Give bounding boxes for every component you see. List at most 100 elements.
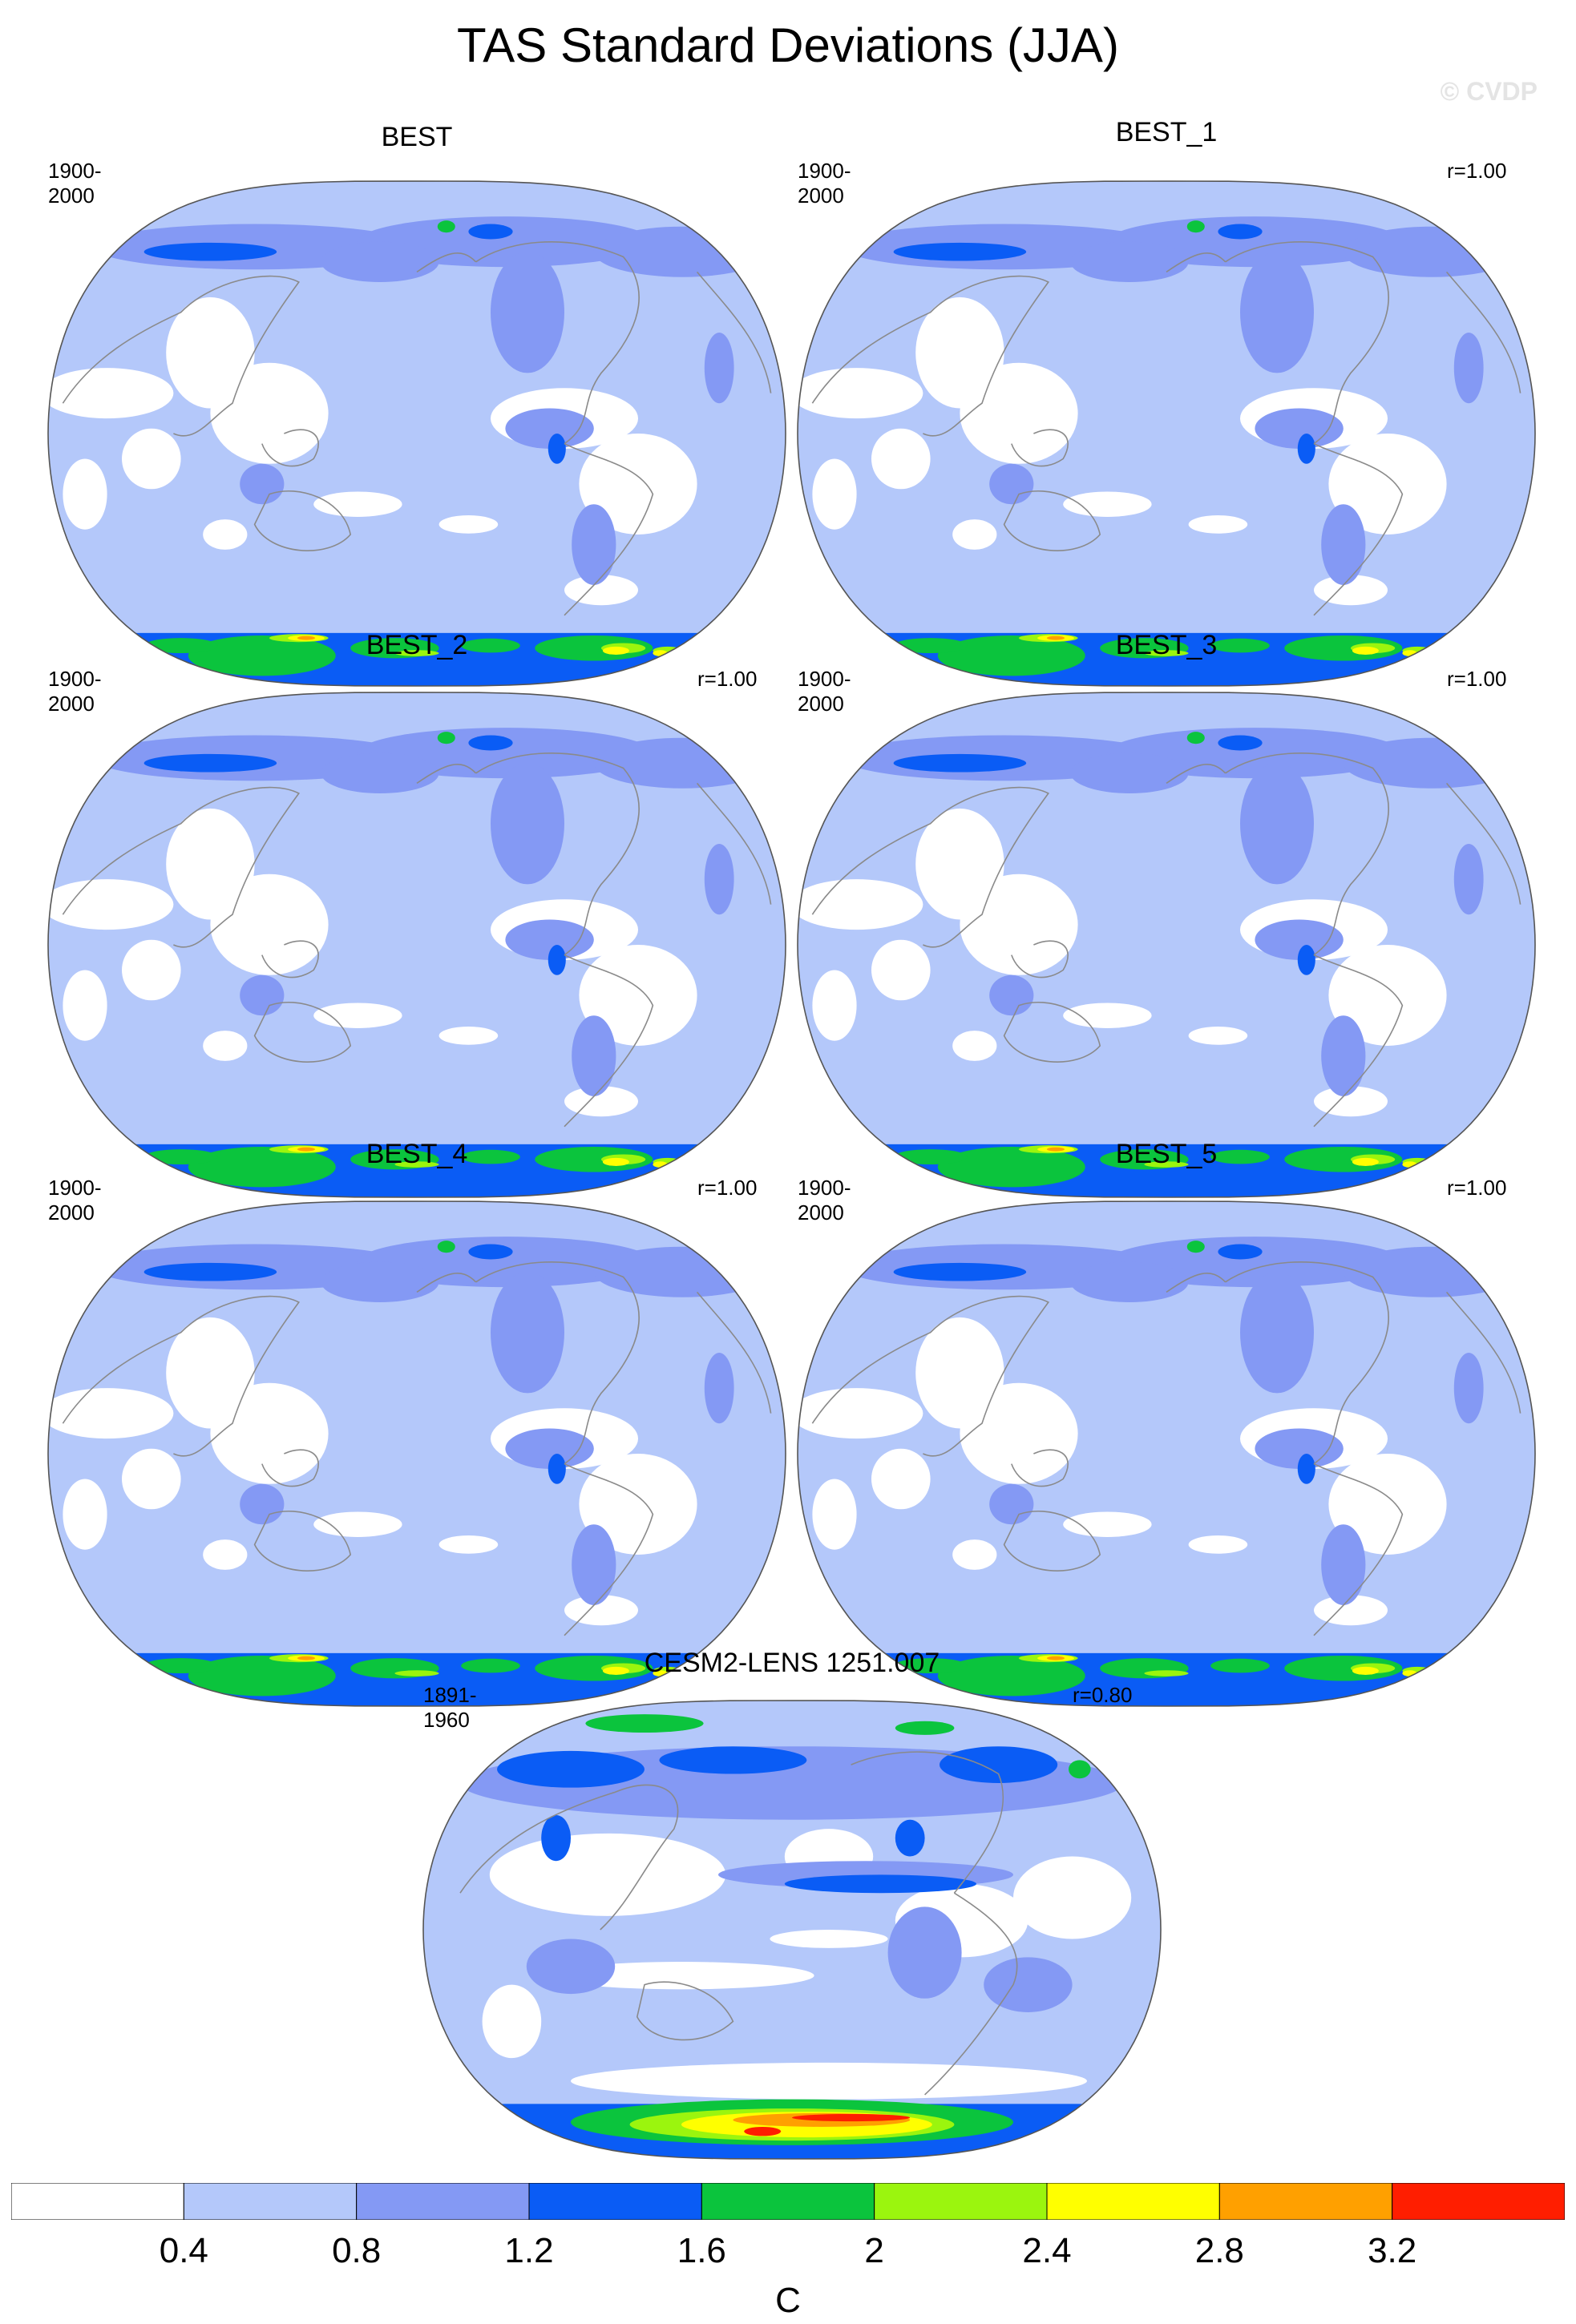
colorbar-tick-label: 2: [864, 2231, 884, 2270]
moderate-variability-region: [989, 463, 1034, 505]
antarctic-high-variability: [1210, 1149, 1270, 1164]
low-variability-region: [122, 939, 181, 1001]
colorbar-swatch: [874, 2183, 1048, 2220]
coastline: [1225, 752, 1389, 956]
colorbar-swatch: [1218, 2183, 1393, 2220]
antarctic-high-variability: [461, 1149, 520, 1164]
high-variability-region: [585, 1714, 704, 1733]
antarctic-high-variability: [297, 1147, 316, 1152]
antarctic-high-variability: [602, 646, 629, 655]
low-variability-region: [1063, 1003, 1152, 1028]
antarctic-high-variability: [188, 1147, 336, 1188]
low-variability-region: [812, 458, 857, 530]
antarctic-high-variability: [535, 1147, 653, 1172]
correlation-label: r=1.00: [697, 667, 758, 691]
antarctic-high-variability: [744, 2126, 782, 2136]
coastline: [261, 1449, 319, 1487]
low-variability-region: [812, 1479, 857, 1550]
coastline: [253, 1511, 352, 1572]
low-variability-region: [48, 368, 174, 419]
coastline: [416, 1273, 477, 1293]
moderate-variability-region: [1321, 504, 1366, 585]
coastline: [1166, 1273, 1226, 1293]
coastline: [253, 1002, 352, 1063]
moderate-variability-region: [593, 737, 771, 789]
low-variability-region: [1314, 1595, 1388, 1626]
high-variability-region: [1186, 732, 1205, 744]
low-variability-region: [1314, 575, 1388, 606]
colorbar-swatch: [701, 2183, 875, 2220]
low-variability-region: [122, 428, 181, 490]
moderate-variability-region: [1321, 1524, 1366, 1605]
moderate-variability-region: [491, 252, 564, 373]
moderate-variability-region: [1343, 1246, 1521, 1297]
low-variability-region: [438, 515, 499, 534]
coastline: [1011, 940, 1069, 978]
low-variability-region: [770, 1930, 888, 1948]
period-label: 1900-2000: [798, 1176, 851, 1225]
antarctic-high-variability: [143, 1658, 218, 1674]
colorbar-tick-label: 0.8: [332, 2231, 382, 2270]
antarctic-high-variability: [937, 1147, 1085, 1188]
high-variability-region: [468, 1244, 513, 1260]
low-variability-region: [122, 1448, 181, 1510]
moderate-variability-region: [984, 1957, 1073, 2012]
antarctic-high-variability: [461, 638, 520, 653]
antarctic-high-variability: [1352, 646, 1379, 655]
coastline: [1166, 764, 1226, 785]
coastline: [475, 752, 640, 956]
low-variability-region: [960, 874, 1078, 975]
antarctic-high-variability: [461, 1658, 520, 1673]
moderate-variability-region: [321, 1261, 439, 1302]
coastline: [1003, 1511, 1101, 1572]
low-variability-region: [63, 1479, 107, 1550]
moderate-variability-region: [1070, 752, 1189, 793]
low-variability-region: [564, 575, 638, 606]
low-variability-region: [203, 1539, 248, 1570]
low-variability-region: [1328, 1454, 1447, 1555]
antarctic-high-variability: [893, 1149, 968, 1165]
coastline: [1225, 241, 1389, 445]
moderate-variability-region: [704, 333, 734, 404]
tas-stddev-map: [797, 1200, 1536, 1707]
low-variability-region: [952, 1031, 997, 1061]
coastline: [564, 1463, 654, 1636]
high-variability-region: [1186, 220, 1205, 233]
coastline: [1445, 782, 1521, 905]
high-variability-region: [437, 220, 455, 233]
coastline: [851, 1751, 1004, 1894]
map-outline: [797, 1200, 1536, 1707]
low-variability-region: [1188, 1027, 1248, 1045]
low-variability-region: [438, 1027, 499, 1045]
colorbar-tick-label: 2.8: [1194, 2231, 1244, 2270]
period-label: 1900-2000: [798, 159, 851, 208]
high-variability-region: [548, 1454, 566, 1484]
high-variability-region: [468, 224, 513, 240]
coastline: [261, 429, 319, 467]
moderate-variability-region: [572, 1015, 616, 1096]
low-variability-region: [579, 434, 697, 535]
high-variability-region: [437, 732, 455, 744]
antarctic-high-variability: [297, 1656, 316, 1660]
moderate-variability-region: [526, 1939, 616, 1995]
low-variability-region: [798, 368, 923, 419]
panel-title: BEST: [381, 122, 453, 152]
coastline: [811, 275, 1049, 437]
coastline: [1166, 252, 1226, 273]
antarctic-high-variability: [394, 650, 439, 656]
high-variability-region: [143, 1262, 277, 1281]
low-variability-region: [871, 428, 931, 490]
tas-stddev-map: [797, 180, 1536, 687]
moderate-variability-region: [1070, 241, 1189, 282]
tas-stddev-map: [47, 692, 786, 1198]
high-variability-region: [893, 753, 1027, 773]
moderate-variability-region: [593, 226, 771, 277]
moderate-variability-region: [1453, 1353, 1484, 1424]
coastline: [1445, 271, 1521, 393]
moderate-variability-region: [1070, 1261, 1189, 1302]
coastline: [1003, 490, 1101, 551]
coastline: [696, 271, 772, 393]
high-variability-region: [1218, 735, 1263, 751]
high-variability-region: [659, 1746, 807, 1774]
low-variability-region: [63, 970, 107, 1041]
